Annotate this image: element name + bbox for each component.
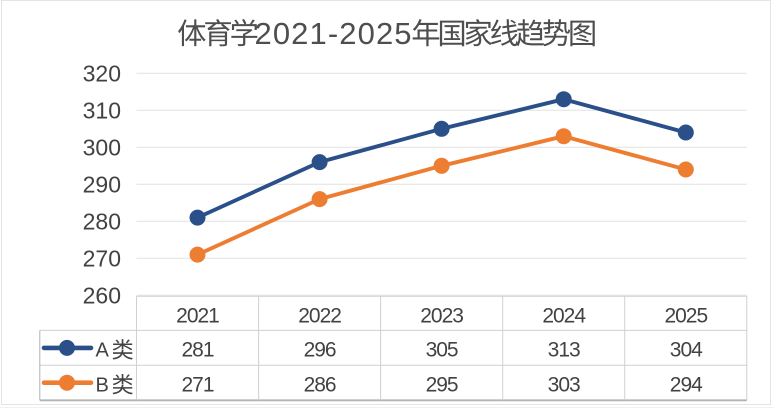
svg-text:280: 280 xyxy=(83,209,121,235)
svg-text:2022: 2022 xyxy=(298,304,341,327)
svg-text:2023: 2023 xyxy=(420,304,463,327)
svg-text:294: 294 xyxy=(670,373,703,396)
svg-text:270: 270 xyxy=(83,246,121,272)
svg-text:304: 304 xyxy=(670,339,703,362)
svg-text:281: 281 xyxy=(181,339,213,362)
svg-text:303: 303 xyxy=(548,373,580,396)
svg-text:296: 296 xyxy=(304,339,336,362)
svg-text:286: 286 xyxy=(304,373,336,396)
svg-text:B: B xyxy=(96,374,109,396)
svg-text:2025: 2025 xyxy=(664,304,707,327)
svg-text:313: 313 xyxy=(548,339,580,362)
svg-text:A: A xyxy=(96,340,110,362)
svg-text:260: 260 xyxy=(83,283,121,309)
svg-text:2021: 2021 xyxy=(176,304,219,327)
svg-text:2024: 2024 xyxy=(542,304,586,327)
svg-text:271: 271 xyxy=(181,373,213,396)
svg-text:320: 320 xyxy=(83,61,121,87)
svg-text:2021-2025: 2021-2025 xyxy=(255,16,413,51)
svg-text:290: 290 xyxy=(83,172,121,198)
svg-text:305: 305 xyxy=(426,339,458,362)
svg-text:295: 295 xyxy=(426,373,458,396)
svg-text:300: 300 xyxy=(83,135,121,161)
svg-text:310: 310 xyxy=(83,98,121,124)
